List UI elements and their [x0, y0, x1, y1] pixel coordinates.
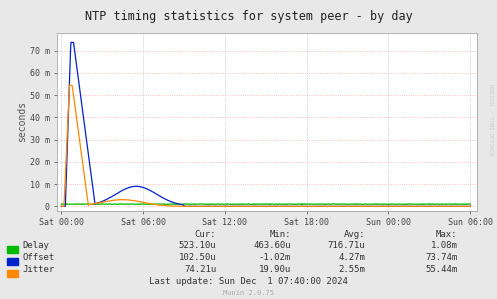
Text: 2.55m: 2.55m	[338, 265, 365, 274]
Text: 74.21u: 74.21u	[184, 265, 216, 274]
Text: Jitter: Jitter	[22, 265, 55, 274]
Text: 73.74m: 73.74m	[425, 253, 457, 262]
Y-axis label: seconds: seconds	[17, 101, 27, 142]
Text: RRDTOOL / TOBI OETIKER: RRDTOOL / TOBI OETIKER	[489, 84, 494, 155]
Text: Min:: Min:	[269, 230, 291, 239]
Text: Last update: Sun Dec  1 07:40:00 2024: Last update: Sun Dec 1 07:40:00 2024	[149, 277, 348, 286]
Text: 102.50u: 102.50u	[178, 253, 216, 262]
Text: Cur:: Cur:	[195, 230, 216, 239]
Text: Max:: Max:	[436, 230, 457, 239]
Text: Munin 2.0.75: Munin 2.0.75	[223, 290, 274, 296]
Text: 4.27m: 4.27m	[338, 253, 365, 262]
Text: -1.02m: -1.02m	[258, 253, 291, 262]
Text: 523.10u: 523.10u	[178, 241, 216, 250]
Text: 716.71u: 716.71u	[328, 241, 365, 250]
Text: NTP timing statistics for system peer - by day: NTP timing statistics for system peer - …	[84, 10, 413, 23]
Text: 19.90u: 19.90u	[258, 265, 291, 274]
Text: Delay: Delay	[22, 241, 49, 250]
Text: 1.08m: 1.08m	[430, 241, 457, 250]
Text: Offset: Offset	[22, 253, 55, 262]
Text: 55.44m: 55.44m	[425, 265, 457, 274]
Text: 463.60u: 463.60u	[253, 241, 291, 250]
Text: Avg:: Avg:	[344, 230, 365, 239]
